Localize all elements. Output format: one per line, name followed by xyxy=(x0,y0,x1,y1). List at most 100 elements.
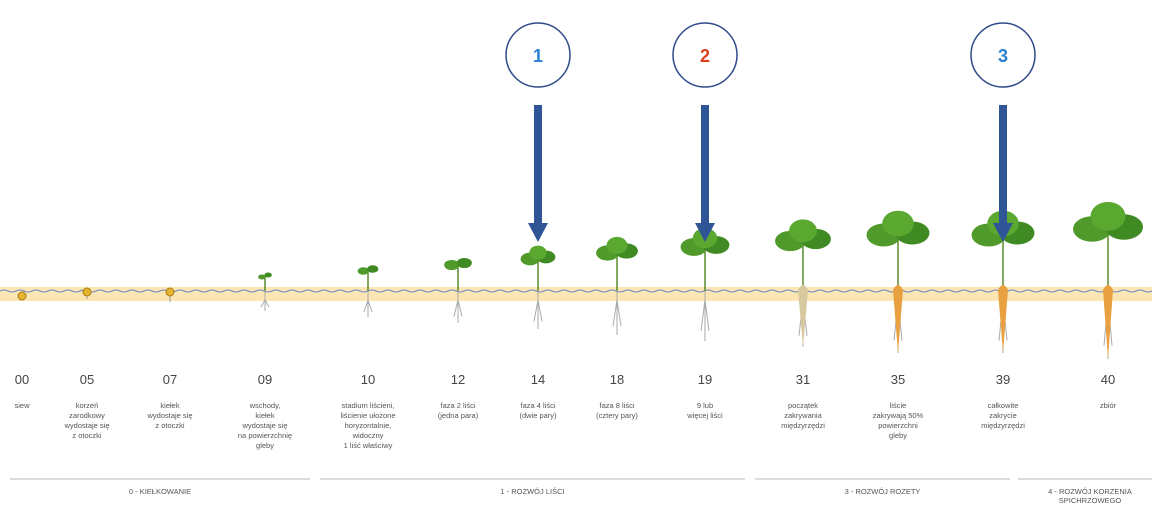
phase-label: 3 - ROZWÓJ ROZETY xyxy=(845,487,921,496)
description-line: zakrycie xyxy=(989,411,1017,420)
description-line: z otoczki xyxy=(72,431,102,440)
stage-code: 31 xyxy=(796,372,810,387)
plant xyxy=(520,245,556,329)
arrow-shaft xyxy=(999,105,1007,225)
stage-description: faza 8 liści (cztery pary) xyxy=(596,401,638,420)
beet-root xyxy=(998,285,1008,353)
description-line: stadium liścieni, xyxy=(342,401,395,410)
arrow-shaft xyxy=(701,105,709,225)
stage-code: 18 xyxy=(610,372,624,387)
description-line: horyzontalnie, xyxy=(345,421,392,430)
stage-description: zbiór xyxy=(1100,401,1117,410)
plant xyxy=(775,219,831,347)
plant xyxy=(444,257,472,323)
phase-label-line: 1 - ROZWÓJ LIŚCI xyxy=(500,487,564,496)
description-line: liścienie ułożone xyxy=(340,411,395,420)
description-line: faza 2 liści xyxy=(440,401,475,410)
description-line: (cztery pary) xyxy=(596,411,638,420)
stage-description: wschody, kiełek wydostaje się na powierzchn… xyxy=(238,401,292,450)
root xyxy=(260,291,270,311)
marker-label: 3 xyxy=(998,46,1008,66)
stage-code: 10 xyxy=(361,372,375,387)
description-line: wydostaje się xyxy=(63,421,109,430)
phase-label-line: 3 - ROZWÓJ ROZETY xyxy=(845,487,921,496)
arrow-head xyxy=(695,223,715,242)
stage-description: całkowite zakrycie międzyrzędzi xyxy=(981,401,1025,430)
description-line: widoczny xyxy=(352,431,384,440)
description-line: siew xyxy=(14,401,30,410)
seed xyxy=(82,287,92,297)
beet-root xyxy=(893,285,903,353)
stage-description: faza 2 liści (jedna para) xyxy=(438,401,479,420)
plant xyxy=(596,236,638,335)
description-line: (dwie pary) xyxy=(519,411,557,420)
plant xyxy=(165,287,175,302)
description-line: liście xyxy=(890,401,907,410)
description-line: korzeń xyxy=(76,401,99,410)
leaf xyxy=(264,272,272,278)
description-line: faza 8 liści xyxy=(599,401,634,410)
leaf xyxy=(789,219,817,243)
description-line: gleby xyxy=(889,431,907,440)
stage-code: 40 xyxy=(1101,372,1115,387)
stage-description: początek zakrywania międzyrzędzi xyxy=(781,401,825,430)
seed xyxy=(17,291,27,301)
stage-description: stadium liścieni, liścienie ułożone horyzo… xyxy=(340,401,395,450)
description-line: więcej liści xyxy=(686,411,723,420)
description-line: międzyrzędzi xyxy=(781,421,825,430)
stage-code: 07 xyxy=(163,372,177,387)
stage-code: 14 xyxy=(531,372,545,387)
description-line: wydostaje się xyxy=(241,421,287,430)
stage-code: 05 xyxy=(80,372,94,387)
leaf xyxy=(258,274,266,280)
stage-description: liście zakrywają 50% powierzchni gleby xyxy=(873,401,924,440)
plant xyxy=(82,287,92,299)
stage-description: faza 4 liści (dwie pary) xyxy=(519,401,557,420)
description-line: kiełek xyxy=(160,401,179,410)
soil-line xyxy=(0,289,1152,293)
description-line: (jedna para) xyxy=(438,411,479,420)
arrow-head xyxy=(528,223,548,242)
description-line: początek xyxy=(788,401,818,410)
leaf xyxy=(357,267,369,275)
phase-label: 1 - ROZWÓJ LIŚCI xyxy=(500,487,564,496)
leaf xyxy=(882,210,914,237)
plant xyxy=(1073,201,1143,359)
description-line: zbiór xyxy=(1100,401,1117,410)
description-line: powierzchni xyxy=(878,421,918,430)
description-line: zakrywają 50% xyxy=(873,411,924,420)
marker-circle xyxy=(970,22,1036,88)
description-line: zakrywania xyxy=(784,411,822,420)
seed xyxy=(165,287,175,297)
marker-label: 2 xyxy=(700,46,710,66)
phase-label: 4 - ROZWÓJ KORZENIA SPICHRZOWEGO xyxy=(1048,487,1132,505)
phase-label-line: 0 - KIEŁKOWANIE xyxy=(129,487,191,496)
leaf xyxy=(444,259,460,271)
plant xyxy=(866,210,930,353)
description-line: 9 lub xyxy=(697,401,713,410)
marker-circle xyxy=(505,22,571,88)
description-line: wydostaje się xyxy=(146,411,192,420)
root xyxy=(453,291,463,323)
plant xyxy=(258,272,272,311)
root xyxy=(612,291,622,335)
leaf xyxy=(1090,201,1126,231)
arrow-head xyxy=(993,223,1013,242)
description-line: zarodkowy xyxy=(69,411,105,420)
marker-circle xyxy=(672,22,738,88)
description-line: gleby xyxy=(256,441,274,450)
description-line: na powierzchnię xyxy=(238,431,292,440)
plant xyxy=(680,228,730,341)
stage-description: 9 lub więcej liści xyxy=(686,401,723,420)
leaf xyxy=(456,257,472,269)
description-line: międzyrzędzi xyxy=(981,421,1025,430)
description-line: faza 4 liści xyxy=(520,401,555,410)
root xyxy=(700,291,710,341)
root xyxy=(533,291,543,329)
marker-label: 1 xyxy=(533,46,543,66)
stage-code: 35 xyxy=(891,372,905,387)
beet-root xyxy=(1103,285,1113,359)
description-line: całkowite xyxy=(988,401,1019,410)
arrow-shaft xyxy=(534,105,542,225)
